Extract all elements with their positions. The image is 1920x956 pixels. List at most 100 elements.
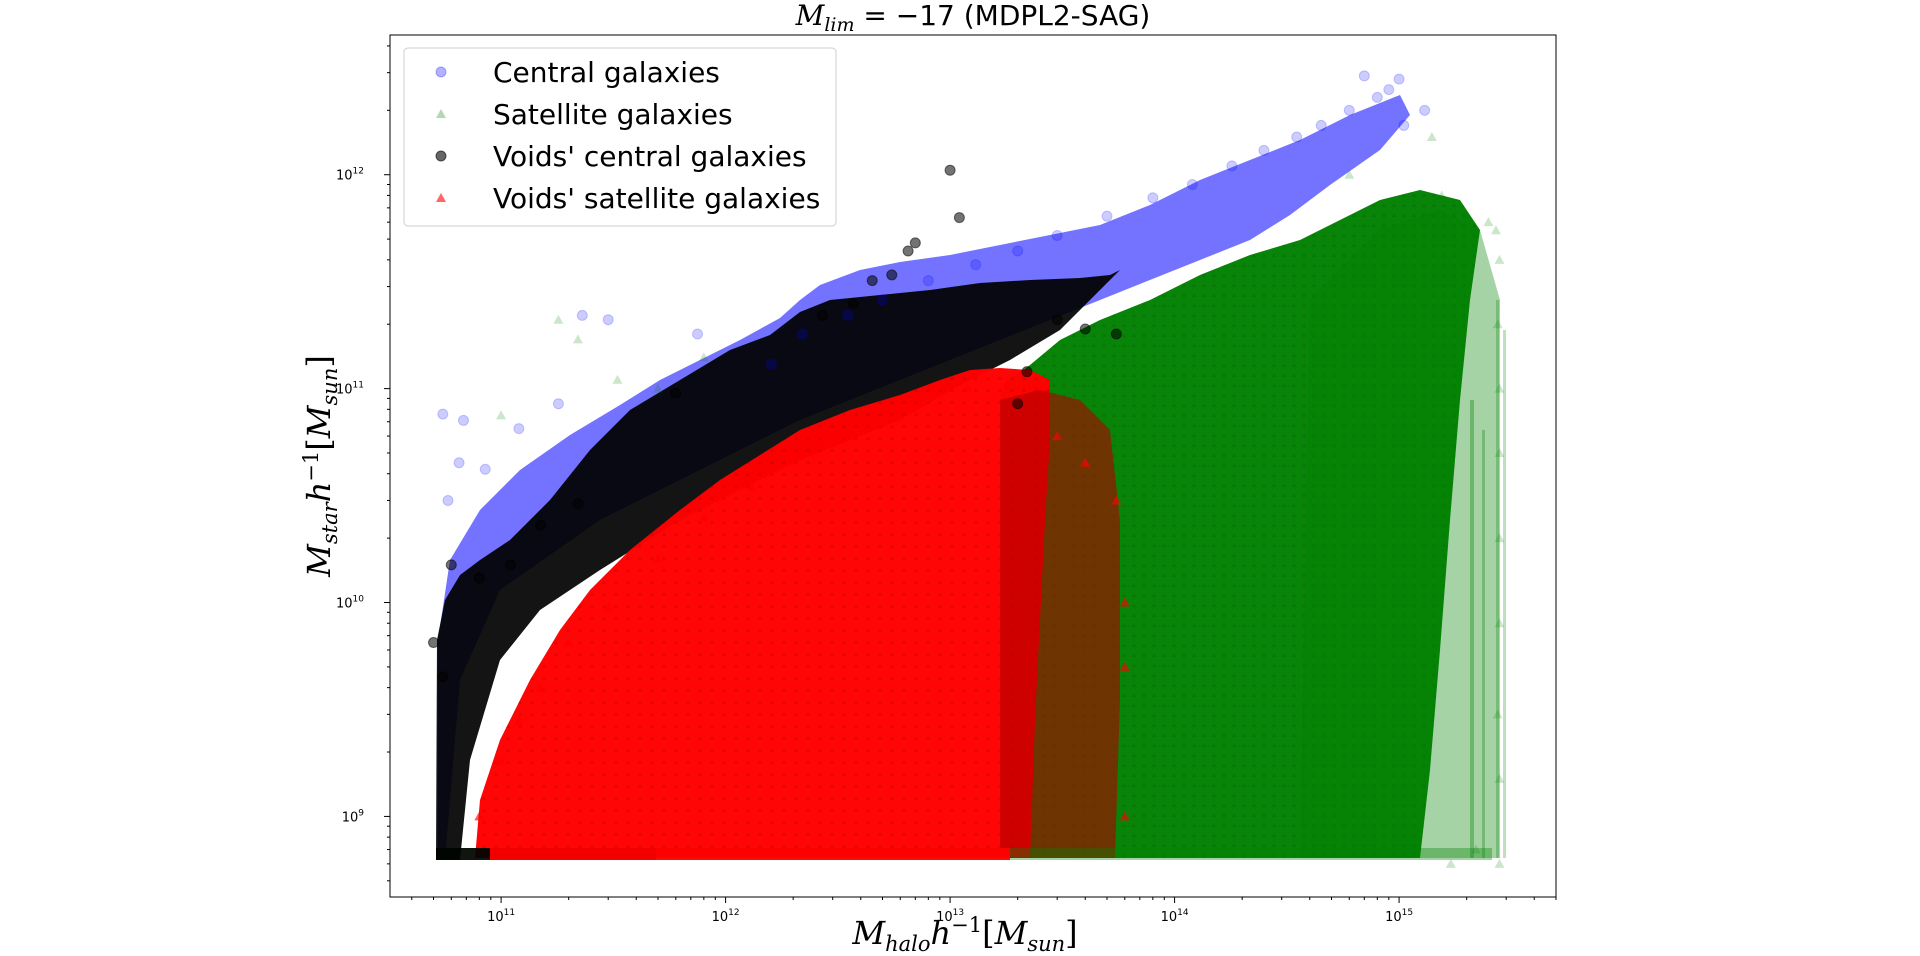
chart-title: Mlim = −17 (MDPL2-SAG) (795, 0, 1151, 36)
voids-satellite-galaxies-point-7 (653, 553, 664, 563)
voids-central-galaxies-point-7 (572, 498, 584, 510)
legend-label-satellite-galaxies: Satellite galaxies (493, 98, 733, 131)
voids-central-galaxies-point-19 (1110, 328, 1122, 340)
central-galaxies-point-11 (765, 358, 777, 370)
voids-central-galaxies-point-17 (1051, 314, 1063, 326)
y-tick-label-11: 1011 (336, 381, 364, 398)
satellite-tail-column-2 (1482, 430, 1485, 858)
voids-central-galaxies-point-6 (535, 519, 547, 531)
voids-satellite-galaxies-point-11 (827, 434, 838, 444)
legend-box (403, 47, 837, 227)
satellite-galaxies-point-19 (1494, 773, 1505, 783)
axes-layer: 1011 1012 1013 1014 1015 109 1010 1011 1012 (336, 45, 1557, 925)
voids-satellite-galaxies-point-21 (1119, 811, 1130, 821)
central-galaxies-point-26 (1343, 104, 1355, 116)
satellite-galaxies-point-13 (1492, 319, 1503, 329)
y-axis-label: Mstarh−1[Msun] (299, 355, 342, 578)
voids-satellite-galaxies-point-3 (513, 715, 524, 725)
x-tick-label-14: 1014 (1161, 908, 1189, 925)
voids-satellite-galaxies-point-8 (698, 512, 709, 522)
satellite-galaxies-point-14 (1494, 383, 1505, 393)
central-galaxies-point-27 (1371, 91, 1383, 103)
voids-satellite-galaxies-point-14 (962, 383, 973, 393)
voids-central-galaxies-point-5 (504, 559, 516, 571)
voids-central-galaxies-point-13 (886, 269, 898, 281)
satellite-tail-column-3 (1496, 300, 1499, 858)
central-galaxies-point-14 (877, 294, 889, 306)
satellite-galaxies-point-10 (1483, 217, 1494, 227)
voids-central-galaxies-band (436, 270, 1120, 860)
voids-central-galaxies-point-4 (473, 572, 485, 584)
satellite-galaxies-point-3 (496, 410, 507, 420)
legend: Central galaxies Satellite galaxies Voids'… (403, 47, 837, 227)
central-galaxies-point-7 (552, 398, 564, 410)
central-galaxies-point-9 (602, 314, 614, 326)
satellite-galaxies-point-23 (1344, 169, 1355, 179)
y-tick-label-10: 1010 (336, 595, 364, 612)
central-galaxies-point-2 (457, 414, 469, 426)
satellite-galaxies-point-12 (1494, 254, 1505, 264)
voids-central-galaxies-point-21 (1021, 366, 1033, 378)
voids-satellite-galaxies-point-20 (1119, 661, 1130, 671)
satellite-galaxies-point-15 (1494, 448, 1505, 458)
voids-central-galaxies-point-18 (1079, 323, 1091, 335)
voids-central-galaxies-point-9 (944, 164, 956, 176)
voids-satellite-galaxies-point-10 (788, 455, 799, 465)
legend-marker-voids-satellite-galaxies (436, 193, 446, 202)
satellite-galaxies-point-6 (698, 352, 709, 362)
central-galaxies-point-19 (1101, 210, 1113, 222)
satellite-galaxies-point-2 (572, 334, 583, 344)
central-galaxies-point-30 (1398, 119, 1410, 131)
central-galaxies-point-17 (1012, 245, 1024, 257)
satellite-galaxies-point-1 (553, 314, 564, 324)
central-galaxies-point-6 (513, 423, 525, 435)
central-galaxies-point-1 (437, 408, 449, 420)
central-galaxies-point-5 (479, 463, 491, 475)
central-galaxies-point-13 (842, 309, 854, 321)
legend-marker-satellite-galaxies (436, 109, 446, 118)
voids-satellite-galaxies-point-13 (923, 393, 934, 403)
legend-items: Central galaxies Satellite galaxies Voids'… (435, 56, 820, 215)
central-galaxies-point-28 (1383, 84, 1395, 96)
voids-satellite-galaxies-point-15 (1002, 379, 1013, 389)
central-galaxies-point-22 (1226, 160, 1238, 172)
voids-satellite-galaxies-mix (1000, 390, 1120, 858)
satellite-galaxies-point-8 (1436, 190, 1447, 200)
voids-central-galaxies-point-3 (445, 559, 457, 571)
central-galaxies-point-29 (1393, 73, 1405, 85)
stellar-mass-floor-red (490, 848, 1010, 860)
central-galaxies-point-4 (442, 494, 454, 506)
satellite-galaxies-point-7 (1426, 132, 1437, 142)
voids-central-galaxies-point-8 (670, 387, 682, 399)
central-galaxies-point-10 (692, 328, 704, 340)
x-tick-label-11: 1011 (487, 908, 515, 925)
voids-central-galaxies-point-14 (866, 275, 878, 287)
central-galaxies-point-18 (1051, 229, 1063, 241)
voids-satellite-galaxies-point-9 (746, 481, 757, 491)
voids-satellite-galaxies-point-12 (877, 416, 888, 426)
legend-marker-voids-central-galaxies (435, 150, 447, 162)
voids-satellite-galaxies-point-6 (603, 602, 614, 612)
central-galaxies-point-12 (796, 328, 808, 340)
voids-satellite-galaxies-cloud (475, 368, 1050, 858)
voids-central-galaxies-point-10 (953, 212, 965, 224)
voids-satellite-galaxies-point-1 (474, 811, 485, 821)
points-layer (428, 70, 1505, 868)
voids-central-galaxies-point-15 (847, 297, 859, 309)
satellite-galaxies-point-4 (612, 374, 623, 384)
satellite-galaxies-point-18 (1492, 709, 1503, 719)
central-galaxies-point-20 (1147, 192, 1159, 204)
central-galaxies-point-23 (1258, 144, 1270, 156)
central-galaxies-point-21 (1186, 179, 1198, 191)
voids-satellite-galaxies-point-4 (535, 682, 546, 692)
satellite-galaxies-point-20 (1494, 858, 1505, 868)
satellite-galaxies-point-22 (1445, 858, 1456, 868)
legend-label-voids-satellite-galaxies: Voids' satellite galaxies (493, 182, 820, 215)
x-tick-label-15: 1015 (1385, 908, 1413, 925)
voids-central-galaxies-point-16 (816, 309, 828, 321)
central-galaxies-point-16 (970, 259, 982, 271)
satellite-galaxies-point-5 (653, 383, 664, 393)
voids-central-galaxies-point-2 (437, 671, 449, 683)
voids-central-galaxies-point-1 (428, 637, 440, 649)
